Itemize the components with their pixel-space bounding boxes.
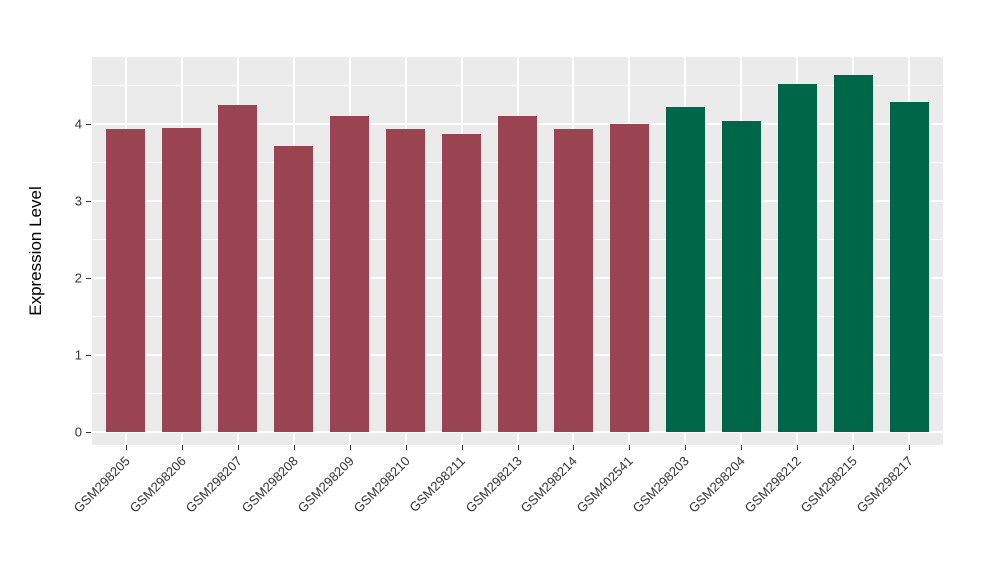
x-tick-label: GSM298203 <box>630 453 693 516</box>
bar-gsm298211 <box>441 133 482 432</box>
bar-gsm298215 <box>833 74 873 432</box>
x-tick-mark <box>349 445 351 450</box>
bar-gsm298205 <box>105 128 146 432</box>
y-tick-label: 0 <box>74 424 82 440</box>
x-tick-label: GSM298215 <box>798 453 861 516</box>
x-tick-mark <box>237 445 239 450</box>
x-tick-mark <box>461 445 463 450</box>
x-tick-label: GSM402541 <box>574 453 637 516</box>
bar-gsm298207 <box>217 104 258 432</box>
x-tick-label: GSM298205 <box>70 453 133 516</box>
y-tick-mark <box>86 123 91 125</box>
bar-gsm298214 <box>553 129 594 432</box>
bar-gsm402541 <box>609 123 650 432</box>
x-tick-label: GSM298206 <box>126 453 189 516</box>
bar-gsm298212 <box>777 83 818 432</box>
bar-gsm298206 <box>161 127 202 432</box>
bar-gsm298209 <box>329 115 370 432</box>
plot-panel <box>92 57 943 445</box>
x-tick-mark <box>909 445 911 450</box>
bar-gsm298208 <box>273 145 314 432</box>
bar-gsm298213 <box>497 115 538 432</box>
x-tick-mark <box>517 445 519 450</box>
bar-gsm298204 <box>721 120 762 432</box>
x-tick-mark <box>797 445 799 450</box>
x-tick-label: GSM298209 <box>294 453 357 516</box>
x-tick-label: GSM298213 <box>462 453 525 516</box>
y-tick-mark <box>86 200 91 202</box>
x-tick-label: GSM298211 <box>406 453 469 515</box>
bar-gsm298203 <box>665 107 706 432</box>
x-tick-mark <box>853 445 855 450</box>
y-tick-mark <box>86 354 91 356</box>
x-tick-label: GSM298217 <box>854 453 917 516</box>
y-axis-title: Expression Level <box>26 186 45 316</box>
x-tick-mark <box>405 445 407 450</box>
x-tick-label: GSM298208 <box>238 453 301 516</box>
x-tick-mark <box>573 445 575 450</box>
y-tick-label: 2 <box>74 270 82 286</box>
x-tick-label: GSM298210 <box>350 453 413 516</box>
x-tick-label: GSM298214 <box>518 453 581 516</box>
y-tick-label: 3 <box>74 193 82 209</box>
y-tick-label: 1 <box>74 347 82 363</box>
x-tick-label: GSM298212 <box>742 453 805 516</box>
x-tick-mark <box>629 445 631 450</box>
bar-gsm298217 <box>889 102 929 432</box>
x-tick-mark <box>293 445 295 450</box>
y-tick-label: 4 <box>74 116 82 132</box>
x-tick-mark <box>685 445 687 450</box>
x-tick-mark <box>741 445 743 450</box>
x-tick-mark <box>181 445 183 450</box>
x-tick-mark <box>125 445 127 450</box>
x-tick-label: GSM298207 <box>182 453 245 516</box>
y-tick-mark <box>86 277 91 279</box>
bar-gsm298210 <box>385 129 426 432</box>
x-tick-label: GSM298204 <box>686 453 749 516</box>
y-tick-mark <box>86 431 91 433</box>
